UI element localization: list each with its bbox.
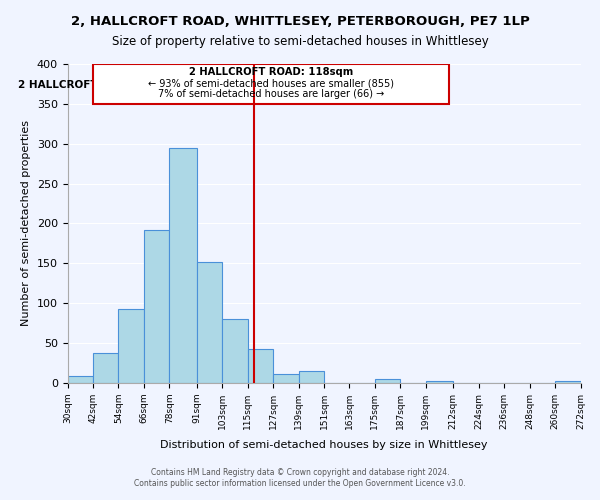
X-axis label: Distribution of semi-detached houses by size in Whittlesey: Distribution of semi-detached houses by … <box>160 440 488 450</box>
Text: 2 HALLCROFT ROAD: 118sqm: 2 HALLCROFT ROAD: 118sqm <box>189 67 353 77</box>
Bar <box>169 148 197 383</box>
Bar <box>197 262 222 383</box>
FancyBboxPatch shape <box>93 64 449 104</box>
Text: ← 93% of semi-detached houses are smaller (855): ← 93% of semi-detached houses are smalle… <box>148 78 394 88</box>
Bar <box>273 374 299 383</box>
Text: 2 HALLCROFT ROAD: 118sqm: 2 HALLCROFT ROAD: 118sqm <box>19 80 189 90</box>
Text: Size of property relative to semi-detached houses in Whittlesey: Size of property relative to semi-detach… <box>112 35 488 48</box>
Text: Contains HM Land Registry data © Crown copyright and database right 2024.
Contai: Contains HM Land Registry data © Crown c… <box>134 468 466 487</box>
Bar <box>68 376 93 383</box>
Bar <box>144 230 169 383</box>
Bar <box>118 308 144 383</box>
Y-axis label: Number of semi-detached properties: Number of semi-detached properties <box>21 120 31 326</box>
Text: 2, HALLCROFT ROAD, WHITTLESEY, PETERBOROUGH, PE7 1LP: 2, HALLCROFT ROAD, WHITTLESEY, PETERBORO… <box>71 15 529 28</box>
Bar <box>555 381 581 383</box>
Bar <box>375 379 400 383</box>
Text: 7% of semi-detached houses are larger (66) →: 7% of semi-detached houses are larger (6… <box>158 88 384 99</box>
Bar <box>248 348 273 383</box>
Bar <box>299 371 324 383</box>
Bar <box>93 354 118 383</box>
Bar <box>426 381 454 383</box>
Bar <box>222 319 248 383</box>
